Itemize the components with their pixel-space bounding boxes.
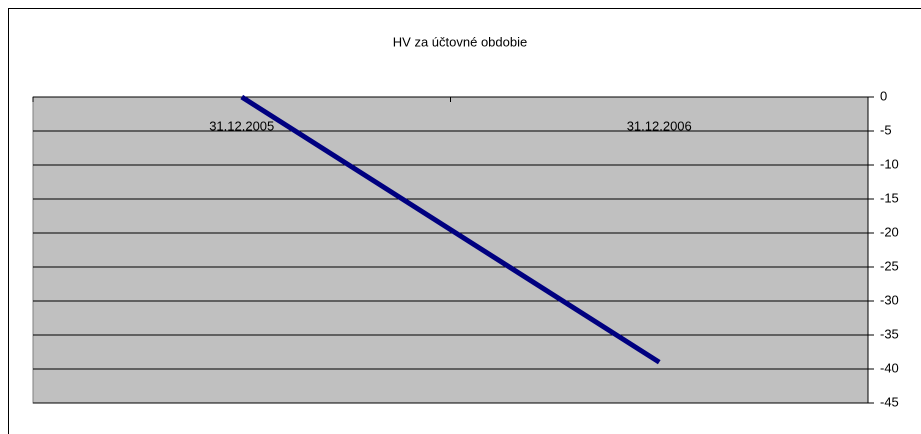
x-tick-label: 31.12.2005 — [209, 118, 274, 133]
y-tick-label: -5 — [880, 122, 892, 137]
y-tick-label: -15 — [880, 190, 899, 205]
y-tick-label: -10 — [880, 156, 899, 171]
chart-title: HV za účtovné obdobie — [393, 34, 527, 49]
y-tick-label: -25 — [880, 258, 899, 273]
y-tick-label: -40 — [880, 360, 899, 375]
x-tick-label: 31.12.2006 — [627, 118, 692, 133]
y-tick-label: -45 — [880, 394, 899, 409]
y-tick-label: -20 — [880, 224, 899, 239]
series-line — [240, 94, 661, 365]
y-tick-label: 0 — [880, 88, 887, 103]
y-tick-label: -30 — [880, 292, 899, 307]
y-tick-label: -35 — [880, 326, 899, 341]
plot-area — [32, 96, 869, 404]
